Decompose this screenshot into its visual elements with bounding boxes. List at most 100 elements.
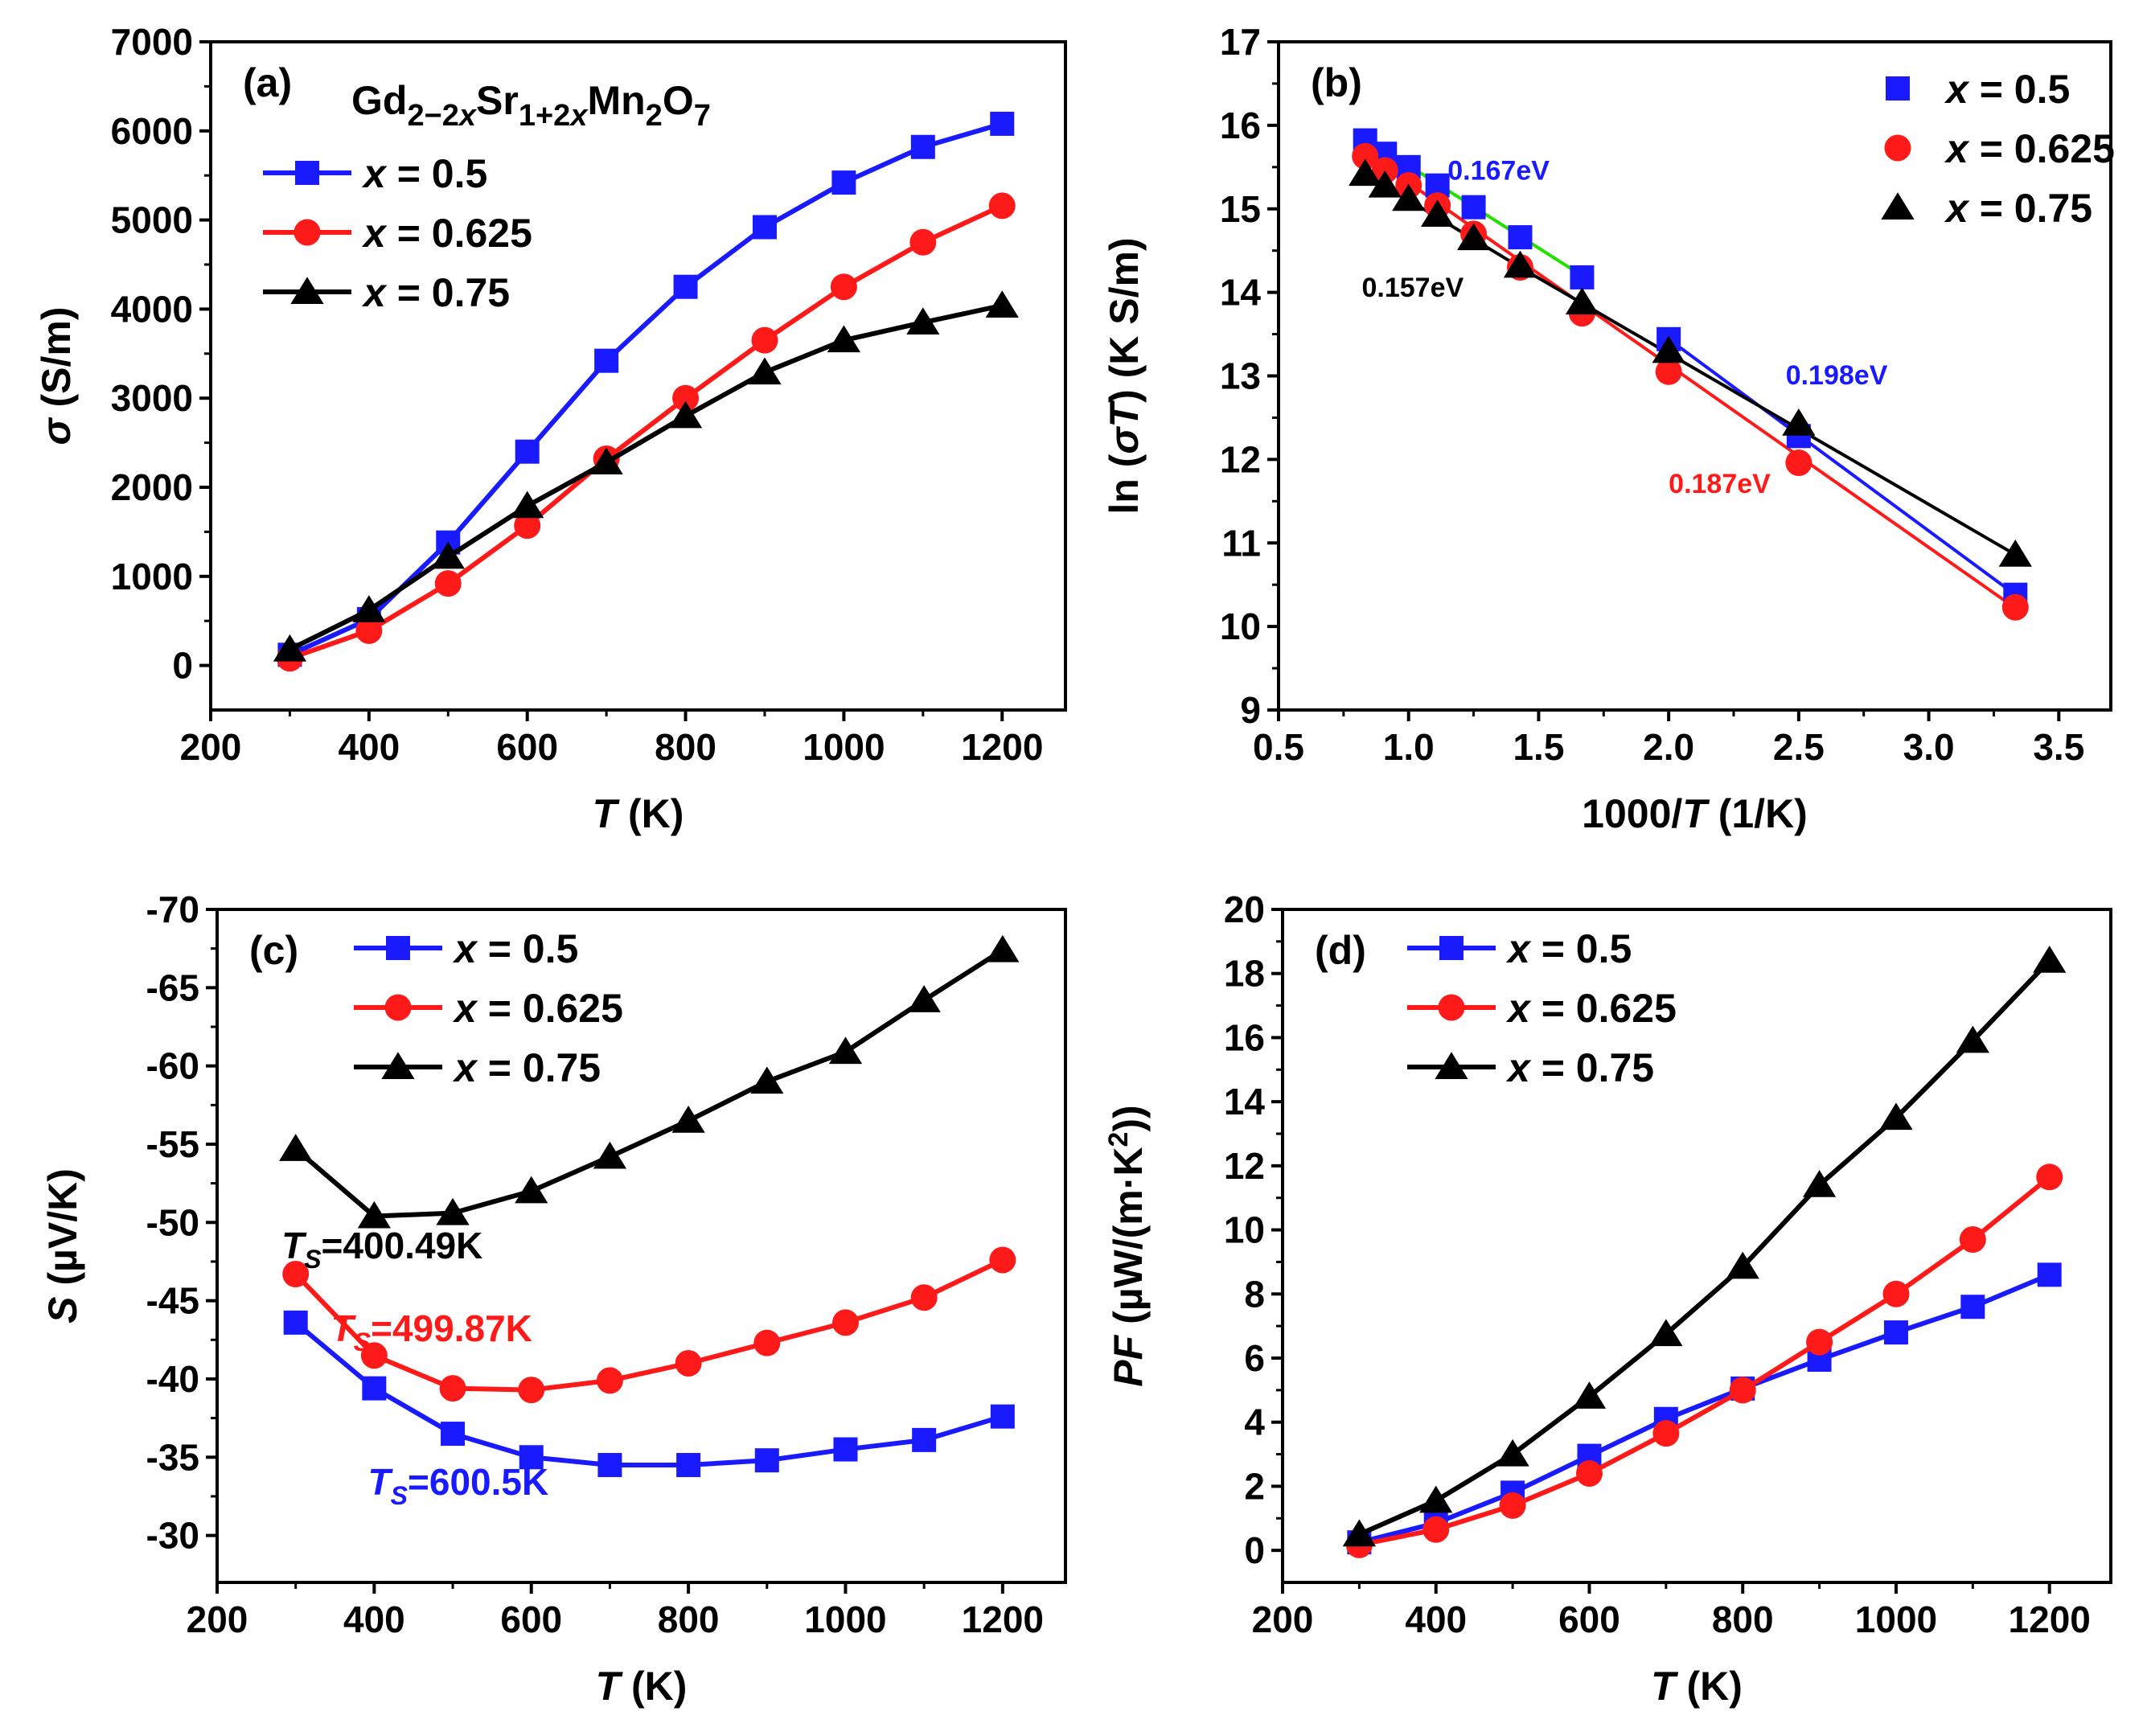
- data-point: [360, 1342, 388, 1369]
- x-tick-label: 2.5: [1773, 726, 1825, 768]
- x-tick-label: 2.0: [1643, 726, 1694, 768]
- y-axis-label: PF (µW/(m·K2)): [1103, 1105, 1151, 1386]
- series-line: [289, 203, 1004, 661]
- data-point: [990, 1404, 1015, 1429]
- y-tick-label: -60: [146, 1045, 199, 1087]
- data-point: [831, 170, 856, 195]
- series-3: [273, 290, 1019, 662]
- legend-marker: [1884, 134, 1911, 162]
- data-point: [1956, 1025, 1989, 1053]
- data-point: [362, 1376, 387, 1401]
- y-tick-label: 2000: [111, 466, 193, 508]
- y-label-variable: PF: [1106, 1334, 1151, 1386]
- x-label-variable: T: [596, 1664, 624, 1709]
- y-tick-label: 13: [1220, 355, 1261, 397]
- y-tick-label: 3000: [111, 377, 193, 419]
- plot-frame: [216, 908, 1067, 1584]
- data-point: [2036, 1163, 2063, 1191]
- data-point: [1572, 1381, 1607, 1409]
- legend-val: = 0.625: [386, 211, 532, 256]
- data-point: [753, 1329, 781, 1356]
- y-label-variable: S: [40, 1297, 85, 1324]
- panel-label: (c): [249, 928, 298, 973]
- panel-label: (b): [1311, 60, 1362, 105]
- x-tick-label: 400: [343, 1599, 405, 1640]
- x-label-variable: T: [1651, 1664, 1679, 1709]
- data-point: [441, 1422, 466, 1447]
- data-point: [748, 357, 782, 385]
- legend-var: x: [1505, 1045, 1532, 1090]
- x-tick-label: 0.5: [1253, 726, 1304, 768]
- data-point: [594, 348, 619, 373]
- data-point: [830, 273, 857, 301]
- title-sub: 2−2: [407, 99, 458, 133]
- legend-val: = 0.5: [1968, 67, 2071, 112]
- y-tick-label: -65: [146, 966, 199, 1008]
- x-tick-label: 1200: [961, 726, 1043, 768]
- data-point: [1882, 1280, 1910, 1307]
- y-label-unit: (S/m): [34, 306, 79, 418]
- y-tick-label: 0: [172, 645, 193, 687]
- ts-val: =499.87K: [371, 1307, 532, 1349]
- y-tick-label: -55: [146, 1123, 199, 1165]
- ts-val: =600.5K: [408, 1461, 548, 1503]
- y-tick-label: 18: [1224, 953, 1265, 995]
- slope-annotation: 0.198eV: [1786, 360, 1888, 391]
- legend-marker: [1886, 76, 1910, 101]
- data-point: [1496, 1438, 1529, 1467]
- legend-var: x: [452, 926, 478, 971]
- x-axis-label: 1000/T (1/K): [1582, 791, 1808, 836]
- data-point: [831, 1309, 859, 1336]
- legend-label: x = 0.75: [1944, 186, 2092, 231]
- series-2: [1345, 1163, 2063, 1558]
- y-label-unit: ) (K S/m): [1102, 237, 1147, 403]
- y-label-close: )): [1106, 1105, 1151, 1131]
- series-3: [279, 934, 1020, 1229]
- title-part: Mn: [587, 78, 645, 123]
- legend-marker: [384, 994, 412, 1021]
- legend-var: x: [1505, 986, 1532, 1031]
- data-point: [1368, 170, 1402, 198]
- legend-val: = 0.5: [477, 926, 579, 971]
- legend-marker: [1439, 936, 1463, 960]
- data-point: [1342, 1519, 1376, 1547]
- x-tick-label: 3.0: [1903, 726, 1955, 768]
- fit-line: [1364, 150, 2017, 609]
- data-point: [2033, 946, 2067, 973]
- y-tick-label: 6000: [111, 110, 193, 152]
- legend-item: x = 0.75: [1881, 186, 2092, 231]
- data-point: [355, 617, 383, 644]
- data-point: [754, 1448, 779, 1473]
- y-tick-label: 8: [1244, 1273, 1265, 1315]
- data-point: [750, 1066, 784, 1094]
- legend-var: x: [361, 270, 388, 315]
- series-3: [1349, 158, 2032, 567]
- data-point: [751, 326, 778, 354]
- data-point: [1499, 1492, 1526, 1519]
- data-point: [675, 1349, 702, 1377]
- legend-label: x = 0.5: [361, 151, 487, 196]
- title-sub: 7: [694, 99, 711, 133]
- y-label-superscript: 2: [1103, 1132, 1134, 1147]
- data-point: [988, 192, 1016, 220]
- y-tick-label: -35: [146, 1436, 199, 1478]
- data-point: [1802, 1170, 1837, 1197]
- legend-marker: [1438, 994, 1465, 1021]
- data-point: [1349, 158, 1382, 187]
- x-tick-label: 1200: [2009, 1599, 2091, 1640]
- data-point: [989, 1246, 1016, 1274]
- legend-val: = 0.75: [477, 1045, 601, 1090]
- y-axis-label: σ (S/m): [34, 306, 79, 445]
- x-tick-label: 1000: [804, 1599, 886, 1640]
- legend-val: = 0.5: [1530, 926, 1632, 971]
- data-point: [906, 307, 940, 335]
- series-1: [1347, 1262, 2062, 1555]
- data-point: [518, 1377, 545, 1404]
- data-point: [1806, 1328, 1833, 1356]
- legend-item: x = 0.5: [1407, 926, 1632, 971]
- y-axis-label: ln (σT) (K S/m): [1102, 237, 1147, 514]
- y-tick-label: 15: [1220, 188, 1261, 230]
- x-tick-label: 600: [496, 726, 558, 768]
- legend-item: x = 0.75: [1407, 1045, 1654, 1090]
